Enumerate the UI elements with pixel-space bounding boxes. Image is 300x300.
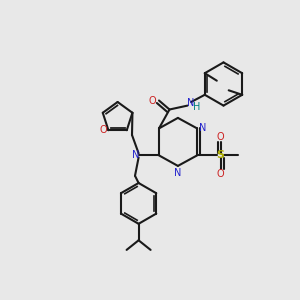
Text: N: N	[187, 98, 194, 108]
Text: S: S	[217, 150, 224, 161]
Text: O: O	[148, 95, 156, 106]
Text: N: N	[132, 150, 139, 161]
Text: O: O	[99, 125, 107, 135]
Text: O: O	[217, 169, 224, 179]
Text: O: O	[217, 131, 224, 142]
Text: N: N	[174, 168, 182, 178]
Text: H: H	[194, 102, 201, 112]
Text: N: N	[199, 123, 206, 134]
